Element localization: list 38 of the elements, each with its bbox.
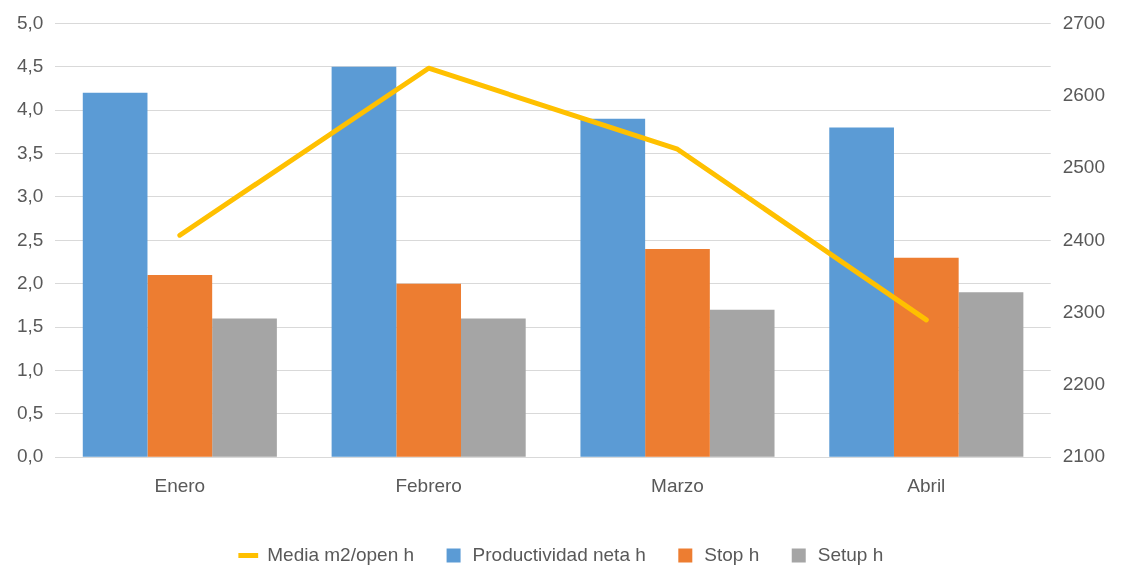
bar — [958, 292, 1024, 457]
y2-tick-label: 2100 — [1062, 445, 1106, 467]
bar — [82, 92, 148, 457]
y-tick-label: 2,5 — [16, 228, 44, 250]
bar — [147, 275, 213, 457]
y-tick-label: 3,5 — [16, 141, 44, 163]
y-tick-label: 0,0 — [16, 445, 44, 467]
y-tick-label: 4,0 — [16, 98, 44, 120]
y2-tick-label: 2700 — [1062, 11, 1106, 33]
legend-label: Stop h — [704, 543, 760, 565]
y-tick-label: 1,5 — [16, 315, 44, 337]
x-tick-label: Abril — [907, 474, 946, 496]
y-tick-label: 4,5 — [16, 55, 44, 77]
legend-label: Media m2/open h — [267, 543, 415, 565]
bar — [461, 318, 526, 457]
y2-tick-label: 2600 — [1062, 83, 1106, 105]
y-tick-label: 3,0 — [16, 185, 44, 207]
y2-tick-label: 2200 — [1062, 373, 1106, 395]
y2-tick-label: 2300 — [1062, 300, 1106, 322]
bar — [580, 118, 646, 457]
y-tick-label: 2,0 — [16, 271, 44, 293]
x-tick-label: Marzo — [651, 474, 704, 496]
x-tick-label: Enero — [154, 474, 206, 496]
y-tick-label: 1,0 — [16, 358, 44, 380]
bar — [645, 248, 710, 457]
y2-tick-label: 2500 — [1062, 156, 1106, 178]
y-tick-label: 5,0 — [16, 11, 44, 33]
bar — [212, 318, 277, 457]
y-tick-label: 0,5 — [16, 402, 44, 424]
x-tick-label: Febrero — [395, 474, 462, 496]
bar — [829, 127, 894, 457]
bar — [396, 283, 462, 457]
bar — [893, 257, 959, 457]
y2-tick-label: 2400 — [1062, 228, 1106, 250]
bar — [331, 66, 397, 457]
legend-label: Setup h — [817, 543, 884, 565]
legend-label: Productividad neta h — [472, 543, 646, 565]
bar — [709, 309, 775, 457]
